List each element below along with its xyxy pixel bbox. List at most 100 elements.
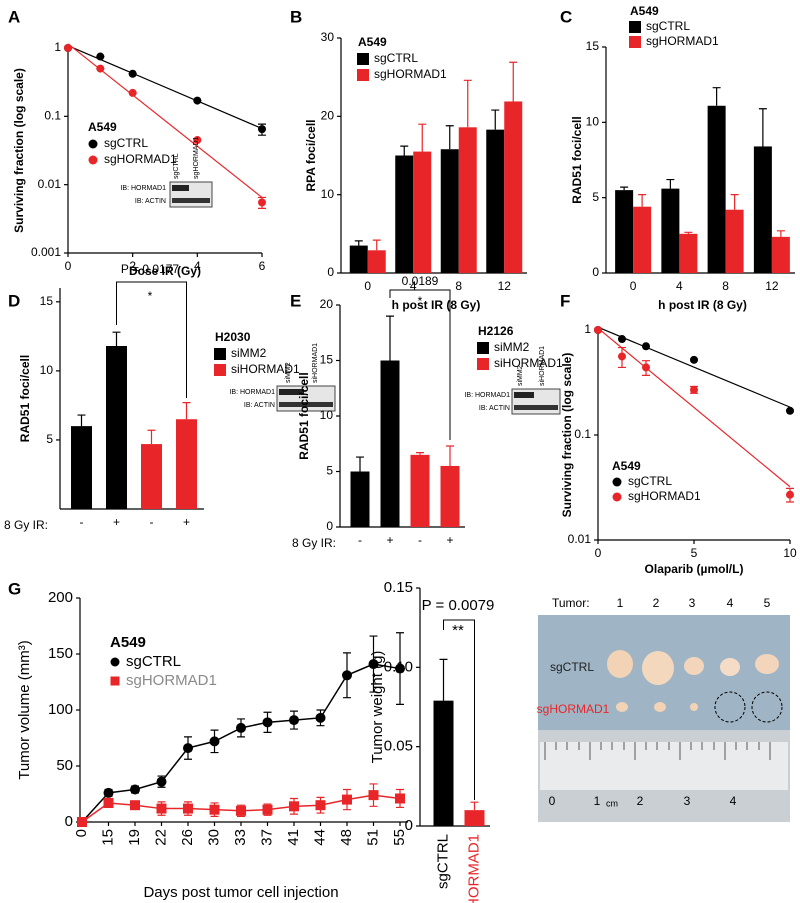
error-bar — [684, 231, 693, 234]
bar — [486, 129, 505, 273]
legend-marker — [88, 155, 98, 165]
legend-label: sgHORMAD1 — [646, 34, 719, 48]
ruler — [540, 742, 788, 790]
x-tick-label: 37 — [258, 829, 275, 846]
y-axis-label: RAD51 foci/cell — [18, 355, 32, 442]
row-label: sgCTRL — [550, 660, 594, 674]
error-bar — [776, 230, 785, 237]
marker — [130, 784, 140, 795]
legend-label: siMM2 — [231, 346, 267, 360]
y-tick-label: 0 — [405, 817, 413, 834]
bar — [106, 346, 127, 509]
bar — [413, 151, 432, 273]
tumor-number: 2 — [653, 596, 660, 610]
error-bar — [758, 108, 767, 147]
legend-marker — [88, 139, 98, 149]
y-tick-label: 5 — [592, 190, 599, 204]
tumor-number: 4 — [727, 596, 734, 610]
error-bar — [446, 445, 454, 466]
error-bar — [491, 109, 500, 130]
tumor — [720, 658, 740, 676]
error-bar — [730, 194, 739, 210]
blot-row-label: IB: ACTIN — [479, 405, 510, 412]
legend-marker — [477, 358, 489, 370]
marker — [642, 363, 650, 372]
legend-label: siMM2 — [494, 340, 530, 354]
marker — [156, 803, 167, 814]
bar — [661, 188, 680, 273]
bar — [380, 360, 400, 527]
ruler-label: 2 — [637, 794, 644, 808]
y-tick-label: 0.1 — [574, 427, 591, 441]
x-tick-label: + — [446, 533, 453, 547]
x-tick-label: 0 — [595, 546, 602, 560]
legend-marker — [357, 53, 369, 65]
tumor — [654, 702, 666, 712]
x-tick-label: 8 — [722, 279, 729, 293]
y-axis-label: Tumor volume (mm³) — [16, 640, 33, 779]
x-tick-label: sgHORMAD1 — [465, 834, 482, 903]
marker — [289, 801, 299, 812]
significance-bracket — [116, 281, 187, 398]
legend-title: A549 — [110, 634, 146, 651]
legend-marker — [477, 342, 489, 354]
blot-lane-label: sgHORMAD1 — [193, 136, 200, 179]
y-tick-label: 0 — [326, 519, 333, 533]
blot-band — [514, 392, 534, 398]
photo-header: Tumor: — [552, 596, 590, 610]
panel-label: G — [8, 579, 21, 598]
x-tick-label: - — [150, 515, 154, 529]
tumor-photo: Tumor: 1 2 3 4 5 sgCTRL sgHORMAD1 0 1 cm… — [537, 596, 790, 822]
marker — [209, 736, 220, 747]
legend-title: A549 — [358, 35, 387, 49]
x-axis-label: Days post tumor cell injection — [143, 884, 338, 901]
y-axis-label: RAD51 foci/cell — [570, 116, 584, 203]
y-tick-label: 5 — [46, 432, 53, 446]
x-tick-label: 15 — [99, 829, 116, 846]
marker — [209, 804, 220, 815]
blot-lane-label: siHORMAD1 — [539, 346, 546, 386]
bar — [395, 155, 414, 273]
marker — [128, 69, 137, 78]
legend-title: A549 — [88, 120, 117, 134]
panel-label: F — [560, 291, 570, 310]
annotation: * — [418, 294, 423, 308]
x-tick-label: 0 — [630, 279, 637, 293]
marker — [315, 712, 326, 723]
y-axis-label: RPA foci/cell — [304, 119, 318, 191]
marker — [786, 490, 794, 499]
marker — [690, 385, 698, 394]
bar — [725, 209, 744, 273]
x-tick-label: 44 — [311, 829, 328, 846]
legend-marker — [214, 348, 226, 360]
y-tick-label: 10 — [320, 408, 334, 422]
blot-row-label: IB: HORMAD1 — [229, 389, 275, 396]
y-tick-label: 1 — [54, 40, 61, 54]
ruler-label: 0 — [549, 794, 556, 808]
blot-row-label: IB: ACTIN — [135, 198, 166, 205]
x-tick-label: 0 — [73, 829, 90, 837]
bar — [176, 419, 197, 509]
panel-label: A — [8, 7, 20, 26]
marker — [103, 787, 114, 798]
tumor — [616, 702, 628, 712]
x-tick-label: + — [386, 533, 393, 547]
legend-label: sgHORMAD1 — [374, 67, 447, 81]
tumor — [607, 650, 633, 678]
legend-marker — [110, 676, 120, 686]
marker — [183, 803, 193, 814]
annotation: P = 0.0177 — [121, 262, 179, 276]
x-tick-label: + — [113, 515, 120, 529]
error-bar — [712, 87, 721, 106]
legend-label: sgCTRL — [646, 19, 690, 33]
error-bar — [77, 414, 86, 427]
bar — [679, 233, 698, 273]
absent-tumor — [714, 691, 746, 723]
fit-line — [597, 327, 791, 488]
x-tick-label: + — [183, 515, 190, 529]
marker — [395, 793, 405, 804]
error-bar — [112, 331, 121, 347]
ruler-ticks — [544, 742, 771, 760]
absent-tumor — [751, 691, 783, 723]
y-tick-label: 0.001 — [31, 245, 61, 259]
